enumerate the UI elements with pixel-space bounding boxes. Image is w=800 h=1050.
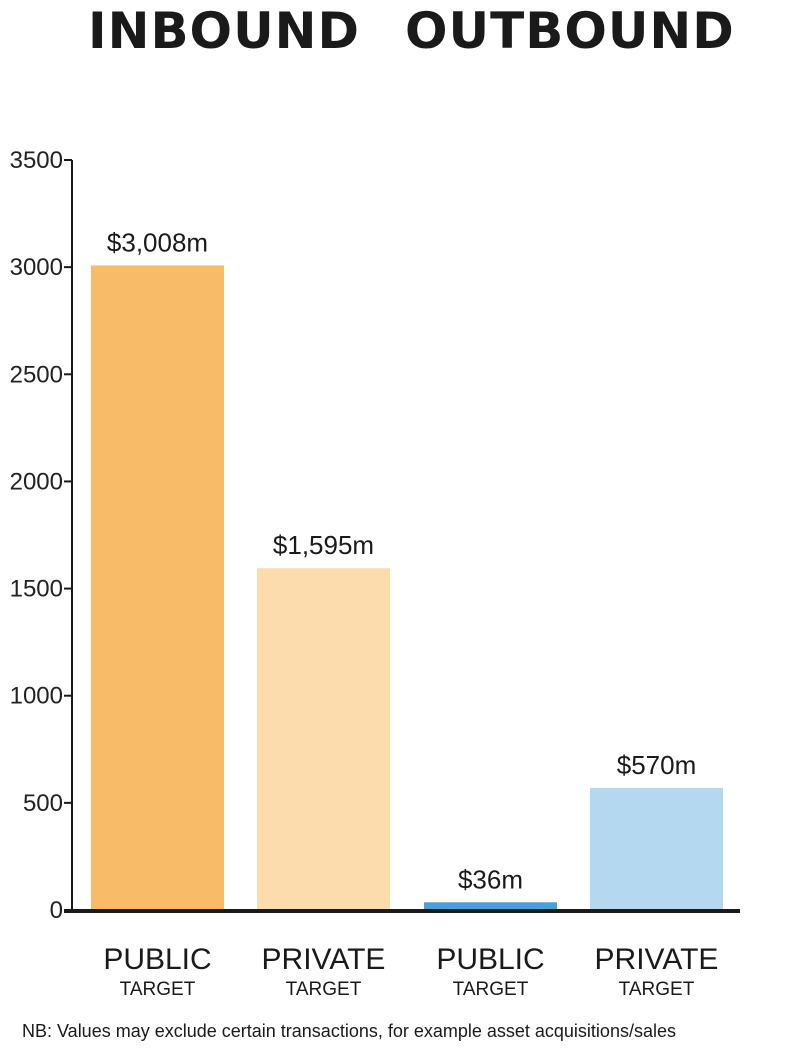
category-sublabel: TARGET (120, 979, 196, 1000)
category-sublabel: TARGET (286, 979, 362, 1000)
y-tick-label: 2500 (10, 361, 63, 388)
y-tick-label: 1000 (10, 683, 63, 710)
y-tick-label: 3000 (10, 254, 63, 281)
y-tick-label: 500 (23, 790, 63, 817)
data-label: $3,008m (107, 227, 208, 257)
data-label: $36m (458, 864, 523, 894)
category-label: PRIVATE (595, 943, 719, 976)
footnote: NB: Values may exclude certain transacti… (22, 1021, 676, 1041)
category-sublabel: TARGET (453, 979, 529, 1000)
category-label: PUBLIC (103, 943, 211, 976)
y-tick-label: 2000 (10, 468, 63, 495)
inbound-heading: INBOUND (88, 2, 361, 60)
y-tick-label: 0 (50, 897, 63, 924)
y-tick-label: 1500 (10, 576, 63, 603)
data-label: $570m (617, 750, 697, 780)
bar-inbound-public (91, 265, 224, 910)
outbound-heading: OUTBOUND (405, 2, 735, 60)
bar-outbound-private (590, 787, 723, 910)
data-label: $1,595m (273, 530, 374, 560)
bar-inbound-private (257, 568, 390, 910)
category-label: PUBLIC (436, 943, 544, 976)
bar-chart: 0 500 1000 1500 2000 2500 3000 3500 $3,008m PUBLI… (10, 147, 740, 1000)
y-tick-label: 3500 (10, 147, 63, 174)
bar-outbound-public (424, 902, 557, 910)
category-label: PRIVATE (262, 943, 386, 976)
category-sublabel: TARGET (619, 979, 695, 1000)
